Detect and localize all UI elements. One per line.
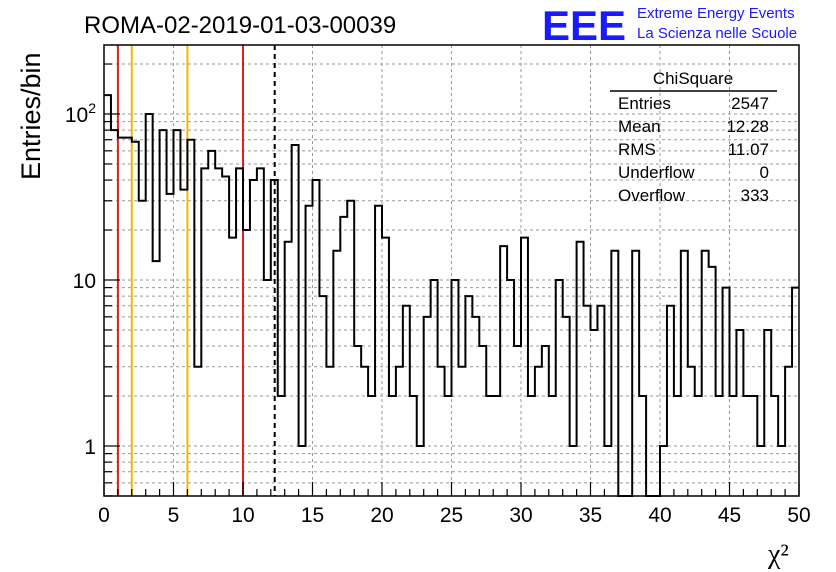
histogram-outline <box>104 94 799 497</box>
eee-logo-line1: Extreme Energy Events <box>637 5 795 22</box>
x-tick-label: 45 <box>718 504 741 527</box>
x-tick-label: 30 <box>509 504 532 527</box>
x-tick-label: 20 <box>370 504 393 527</box>
stats-value: 12.28 <box>726 117 769 136</box>
eee-logo-mark: EEE <box>542 2 626 49</box>
stats-value: 0 <box>760 163 769 182</box>
y-tick-label: 10 <box>73 270 96 293</box>
y-tick-label: 102 <box>65 100 96 127</box>
grid-lines <box>104 45 799 497</box>
x-tick-label: 0 <box>98 504 110 527</box>
x-tick-label: 25 <box>440 504 463 527</box>
stats-value: 11.07 <box>728 140 769 159</box>
y-tick-labels: 1 10 102 <box>65 100 96 459</box>
x-tick-label: 40 <box>648 504 671 527</box>
stats-label: Underflow <box>618 163 695 182</box>
stats-title: ChiSquare <box>653 69 733 88</box>
x-tick-label: 5 <box>168 504 180 527</box>
cut-lines <box>116 45 276 496</box>
x-tick-label: 35 <box>579 504 602 527</box>
x-tick-label: 50 <box>787 504 810 527</box>
x-tick-labels: 0 5 10 15 20 25 30 35 40 45 50 <box>98 504 811 527</box>
stats-label: Mean <box>618 117 661 136</box>
eee-logo: EEE Extreme Energy Events La Scienza nel… <box>542 2 797 49</box>
eee-logo-line2: La Scienza nelle Scuole <box>637 25 797 42</box>
stats-value: 333 <box>741 186 769 205</box>
plot-title: ROMA-02-2019-01-03-00039 <box>84 12 396 39</box>
y-axis-title: Entries/bin <box>16 52 46 180</box>
x-axis-title: χ² <box>767 539 789 570</box>
stats-value: 2547 <box>731 94 769 113</box>
axis-ticks <box>103 63 800 497</box>
y-tick-label: 1 <box>84 436 96 459</box>
stats-label: Overflow <box>618 186 686 205</box>
x-tick-label: 10 <box>231 504 254 527</box>
stats-label: Entries <box>618 94 671 113</box>
stats-box: ChiSquare Entries 2547 Mean 12.28 RMS 11.07 Un… <box>610 69 777 205</box>
x-tick-label: 15 <box>301 504 324 527</box>
stats-label: RMS <box>618 140 656 159</box>
